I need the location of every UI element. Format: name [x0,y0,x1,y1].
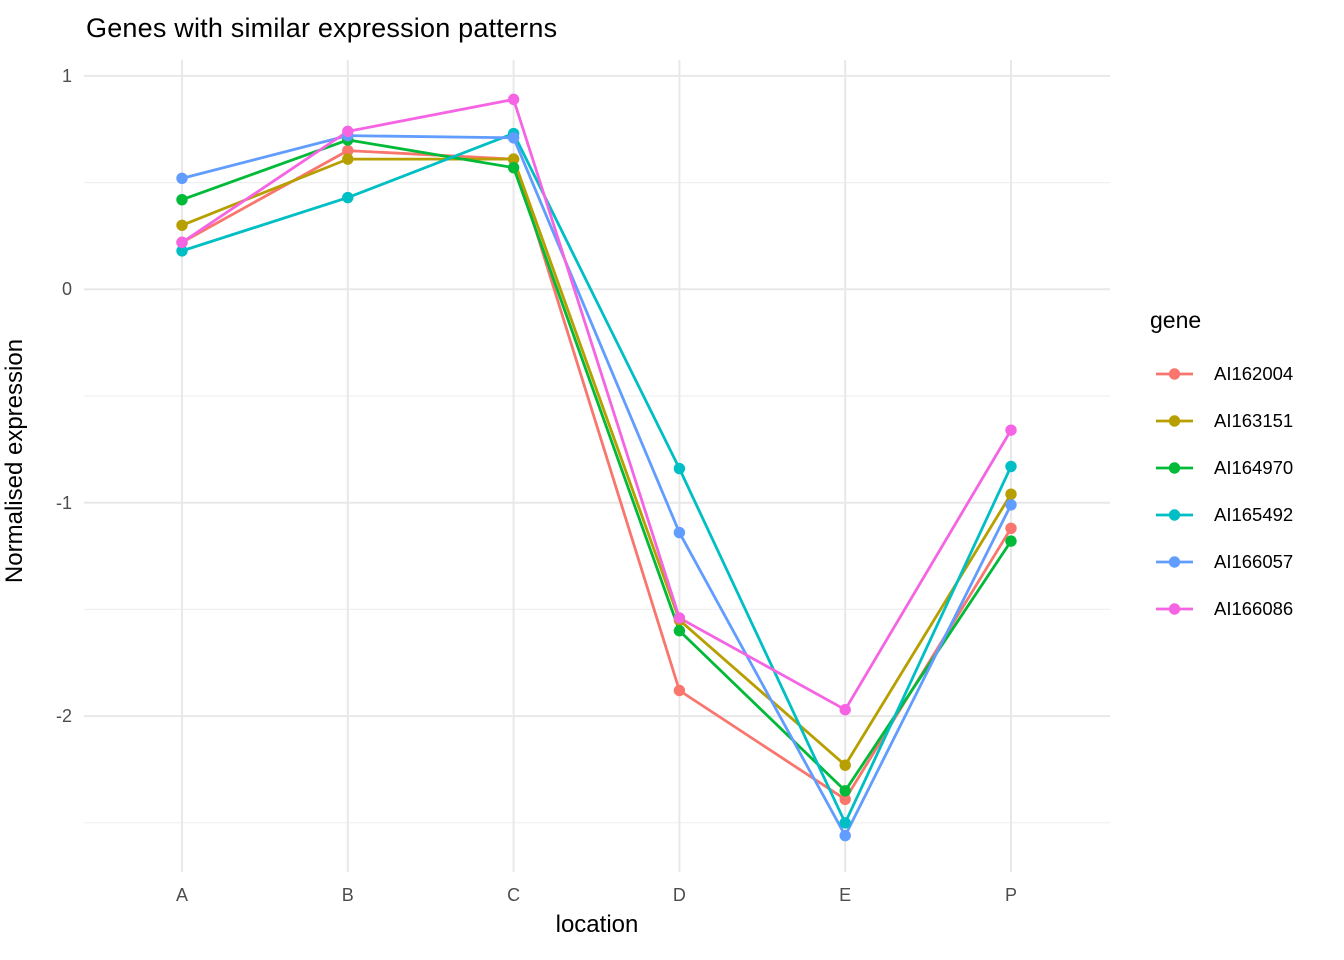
data-point-AI163151 [839,759,851,771]
legend-label: AI165492 [1214,503,1294,525]
legend-entry-AI166057: AI166057 [1150,538,1293,585]
x-tick-label: E [839,885,852,905]
data-point-AI163151 [342,153,354,165]
legend-entry-AI163151: AI163151 [1150,397,1293,444]
data-point-AI166057 [673,526,686,539]
data-point-AI165492 [176,245,188,257]
legend-key-icon [1156,508,1193,521]
series-line-AI162004 [181,149,1013,801]
y-tick-label: -1 [55,492,72,513]
data-point-AI162004 [839,793,851,806]
legend-label: AI166086 [1214,597,1294,619]
series-line-AI166057 [181,134,1013,838]
legend-key-icon [1156,367,1193,380]
data-point-AI166086 [342,125,354,138]
data-point-AI165492 [1005,460,1017,473]
legend-label: AI162004 [1214,362,1294,384]
x-axis-title: location [555,911,639,938]
legend-key-icon [1156,414,1193,427]
x-tick-label: C [507,885,521,905]
legend-entry-AI162004: AI162004 [1150,350,1293,397]
legend-key-icon [1156,461,1193,474]
data-point-AI164970 [176,193,188,206]
data-point-AI163151 [176,219,188,231]
data-point-AI165492 [342,191,354,204]
legend-label: AI164970 [1214,456,1294,478]
y-tick-label: -2 [55,706,72,727]
data-point-AI162004 [342,144,354,157]
data-point-AI166086 [839,703,851,716]
legend-title: gene [1150,307,1202,333]
series-line-AI164970 [181,138,1013,793]
data-point-AI164970 [507,161,520,174]
data-point-AI162004 [673,684,686,697]
legend-entry-AI164970: AI164970 [1150,444,1293,491]
data-point-AI163151 [1005,488,1017,500]
y-tick-label: 0 [61,279,72,300]
series-line-AI165492 [181,132,1013,825]
y-axis-title: Normalised expression [1,338,28,584]
legend-entries: AI162004 AI163151 AI164970 AI165492 AI166057… [1150,350,1293,632]
series-line-AI163151 [181,157,1013,767]
data-point-AI166086 [1005,424,1017,436]
data-point-AI164970 [673,625,686,637]
data-point-AI166057 [507,132,520,144]
legend-entry-AI166086: AI166086 [1150,585,1293,632]
chart-title: Genes with similar expression patterns [86,13,558,43]
data-point-AI166086 [176,236,188,249]
data-point-AI166057 [1005,499,1017,511]
x-tick-label: B [341,885,354,905]
y-tick-label: 1 [61,65,72,86]
legend-label: AI166057 [1214,550,1294,572]
data-point-AI164970 [1005,535,1017,547]
legend-key-icon [1156,555,1193,568]
x-tick-label: P [1004,885,1017,905]
x-tick-label: D [672,885,686,905]
data-point-AI164970 [839,785,851,797]
data-point-AI162004 [1005,522,1017,535]
data-point-AI166057 [839,829,851,842]
x-tick-label: A [175,885,188,905]
data-point-AI163151 [507,153,520,165]
data-point-AI166086 [507,93,520,106]
data-point-AI165492 [673,462,686,475]
series-line-AI166086 [181,97,1013,712]
data-point-AI166057 [176,172,188,185]
legend-label: AI163151 [1214,409,1294,431]
legend-key-icon [1156,602,1193,615]
data-point-AI165492 [839,817,851,829]
legend: gene AI162004 AI163151 AI164970 AI165492 AI1… [1150,306,1293,632]
data-point-AI166086 [673,612,686,624]
legend-entry-AI165492: AI165492 [1150,491,1293,538]
